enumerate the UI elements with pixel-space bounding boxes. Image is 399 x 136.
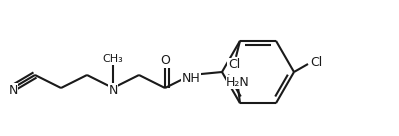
- Text: Cl: Cl: [228, 58, 240, 71]
- Text: CH₃: CH₃: [103, 54, 123, 64]
- Text: N: N: [8, 84, 18, 97]
- Text: NH: NH: [182, 72, 200, 84]
- Text: H₂N: H₂N: [226, 76, 250, 89]
- Text: N: N: [108, 84, 118, 97]
- Text: O: O: [160, 55, 170, 67]
- Text: Cl: Cl: [310, 55, 322, 69]
